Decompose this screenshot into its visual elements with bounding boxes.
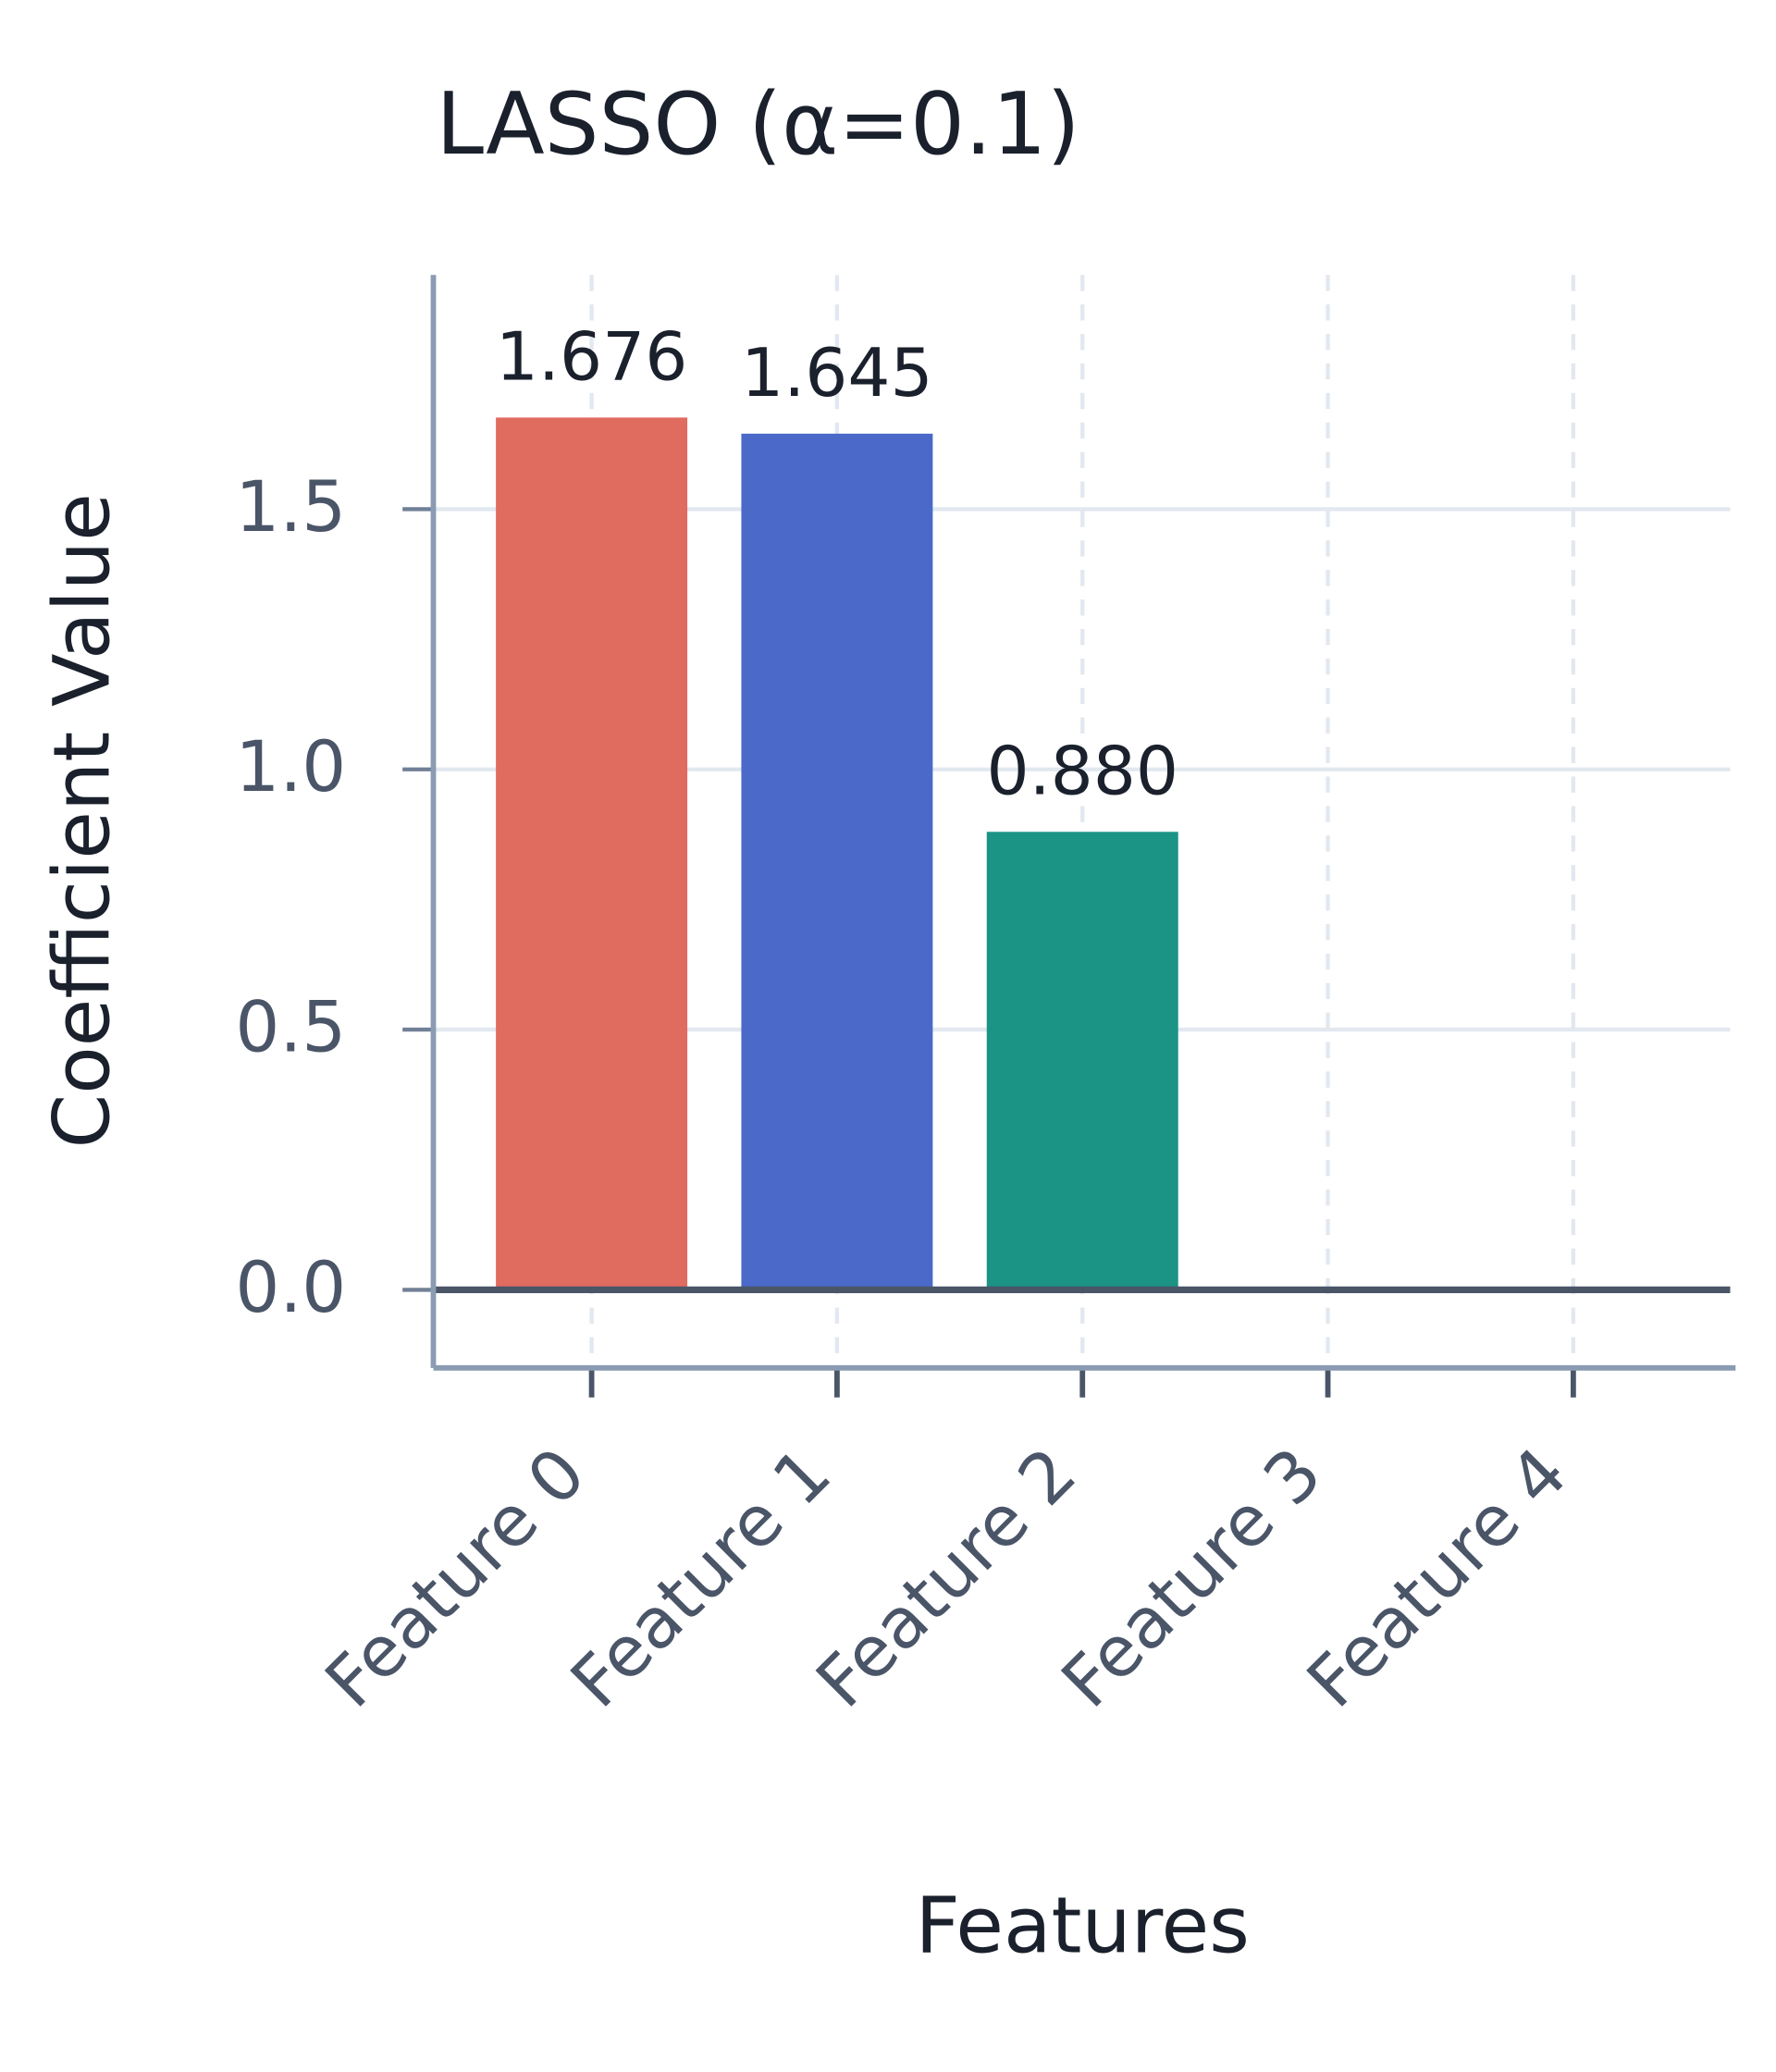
x-tick-label: Feature 3 xyxy=(1046,1432,1337,1722)
chart-title: LASSO (α=0.1) xyxy=(436,74,1079,174)
x-tick-label: Feature 4 xyxy=(1291,1432,1582,1722)
y-tick-label: 0.0 xyxy=(235,1247,346,1328)
x-tick-label: Feature 0 xyxy=(310,1432,600,1722)
x-tick-label: Feature 1 xyxy=(555,1432,845,1722)
y-tick-label: 1.5 xyxy=(235,466,346,548)
value-label: 0.880 xyxy=(986,733,1178,810)
y-tick-label: 1.0 xyxy=(235,726,346,808)
y-axis-label: Coefficient Value xyxy=(36,493,127,1148)
value-label: 1.645 xyxy=(741,335,933,413)
y-tick-label: 0.5 xyxy=(235,986,346,1067)
bar xyxy=(986,832,1178,1290)
value-label: 1.676 xyxy=(496,319,688,397)
x-tick-label: Feature 2 xyxy=(801,1432,1092,1722)
bar xyxy=(496,417,688,1290)
bar xyxy=(741,433,933,1290)
x-axis-label: Features xyxy=(915,1881,1250,1971)
